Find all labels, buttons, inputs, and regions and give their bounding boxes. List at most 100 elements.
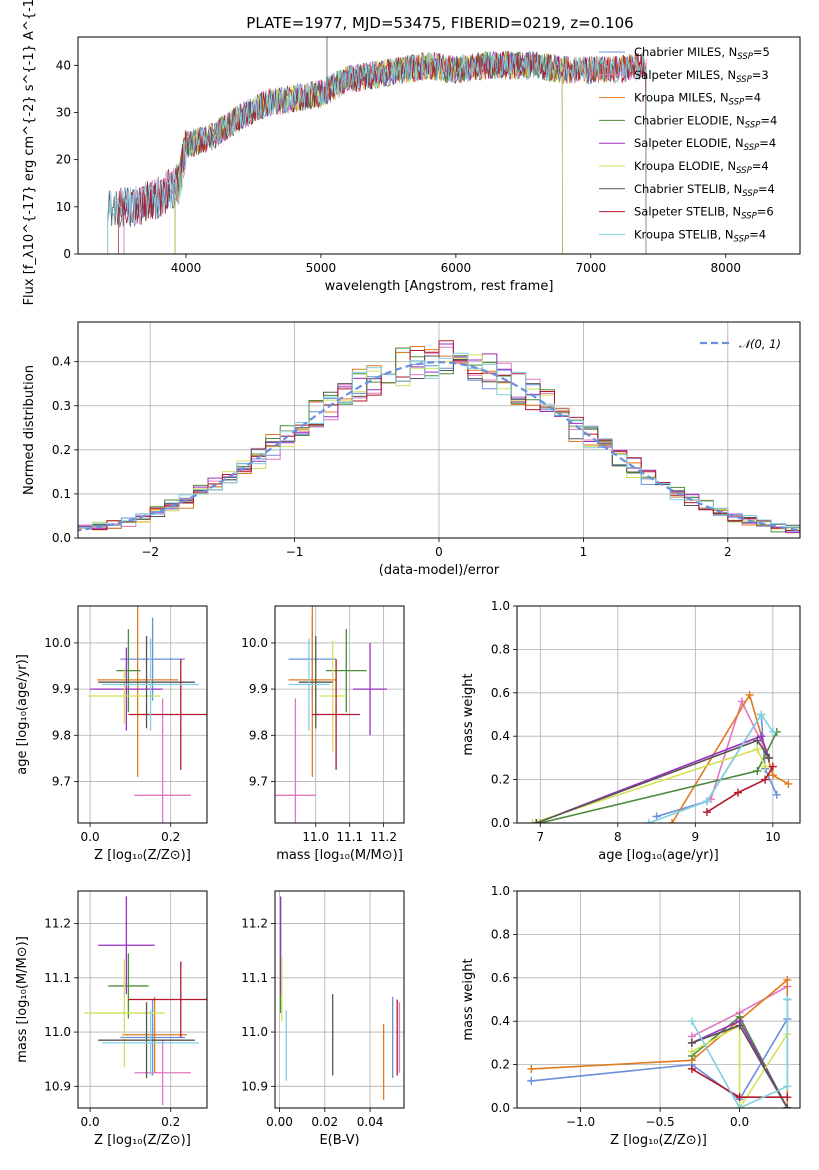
x-tick-label: 7000: [576, 261, 607, 275]
y-tick-label: 11.2: [44, 917, 71, 931]
x-axis-label: Z [log₁₀(Z/Z⊙)]: [94, 848, 191, 863]
x-tick-label: 11.0: [302, 830, 329, 844]
plot-area: [78, 340, 800, 536]
y-tick-label: 11.0: [241, 1025, 268, 1039]
weight-marker: [757, 732, 766, 741]
x-tick-label: 10: [765, 830, 780, 844]
y-tick-label: 10: [56, 200, 71, 214]
plot-area: [527, 975, 792, 1108]
weight-marker: [753, 745, 762, 754]
y-tick-label: 0.0: [491, 816, 510, 830]
x-tick-label: 7: [536, 830, 544, 844]
plot-area: [528, 690, 793, 823]
y-tick-label: 11.1: [44, 971, 71, 985]
x-tick-label: 1: [580, 545, 588, 559]
weight-marker: [764, 753, 773, 762]
x-tick-label: 0.0: [81, 830, 100, 844]
x-tick-label: 11.1: [336, 830, 363, 844]
x-tick-label: −0.5: [646, 1115, 675, 1129]
y-tick-label: 9.8: [52, 728, 71, 742]
x-tick-label: 0.0: [81, 1115, 100, 1129]
x-axis-label: wavelength [Angstrom, rest frame]: [325, 279, 554, 294]
x-tick-label: 11.2: [370, 830, 397, 844]
plot-area: [88, 606, 207, 823]
weight-marker: [527, 1076, 536, 1085]
legend-label: Kroupa STELIB, NSSP=4: [634, 227, 766, 244]
weight-line-kroupa-elodie: [691, 1024, 788, 1108]
spectrum-line-kroupa-stelib: [107, 50, 647, 254]
x-tick-label: 8000: [711, 261, 742, 275]
x-tick-label: 8: [614, 830, 622, 844]
x-tick-label: 6000: [441, 261, 472, 275]
x-axis-label: mass [log₁₀(M/M⊙)]: [276, 848, 403, 863]
y-tick-label: 0.2: [52, 443, 71, 457]
y-axis-label: mass weight: [461, 673, 476, 755]
axes-frame: [77, 605, 208, 824]
x-tick-label: 0.00: [266, 1115, 293, 1129]
weight-marker: [668, 819, 677, 823]
x-tick-label: 0.2: [161, 830, 180, 844]
x-tick-label: 4000: [171, 261, 202, 275]
y-tick-label: 11.0: [44, 1025, 71, 1039]
weight-marker: [761, 775, 770, 784]
x-tick-label: 0: [435, 545, 443, 559]
y-axis-label: Flux [f_λ10^{-17} erg cm^{-2} s^{-1} A^{…: [22, 0, 37, 305]
x-tick-label: 0.02: [311, 1115, 338, 1129]
plot-area: [107, 37, 647, 254]
y-tick-label: 9.7: [249, 774, 268, 788]
x-tick-label: −1: [286, 545, 304, 559]
weight-marker: [761, 762, 770, 771]
normal-reference-curve: [78, 360, 800, 532]
x-axis-label: Z [log₁₀(Z/Z⊙)]: [610, 1133, 707, 1148]
y-tick-label: 10.0: [241, 636, 268, 650]
spectrum-panel: 4000 5000 6000 7000 8000 0 10 20 30 40 wavelength …: [22, 0, 801, 305]
weight-marker: [735, 1093, 744, 1102]
legend-label: Salpeter STELIB, NSSP=6: [634, 205, 774, 222]
y-tick-label: 0.6: [491, 686, 510, 700]
x-tick-label: 0.04: [357, 1115, 384, 1129]
plot-area: [280, 896, 401, 1100]
weight-line-chabrier-miles: [531, 999, 789, 1101]
weight-marker: [532, 819, 541, 823]
y-tick-label: 20: [56, 153, 71, 167]
x-axis-label: age [log₁₀(age/yr)]: [598, 848, 719, 863]
weight-marker: [687, 1038, 696, 1047]
axes-frame: [274, 605, 405, 824]
y-tick-label: 0.6: [491, 971, 510, 985]
y-tick-label: 10.9: [241, 1079, 268, 1093]
plot-area: [84, 896, 207, 1106]
weight-marker: [768, 771, 777, 780]
y-tick-label: 0.8: [491, 927, 510, 941]
weight-marker: [652, 812, 661, 821]
x-tick-label: 2: [724, 545, 732, 559]
legend-label: Chabrier ELODIE, NSSP=4: [634, 113, 777, 130]
y-tick-label: 9.7: [52, 774, 71, 788]
y-tick-label: 0: [63, 247, 71, 261]
weight-marker: [735, 1021, 744, 1030]
weight-marker: [772, 790, 781, 799]
figure-title: PLATE=1977, MJD=53475, FIBERID=0219, z=0…: [246, 14, 633, 32]
histogram-salpeter-stelib: [78, 340, 800, 534]
y-tick-label: 10.0: [44, 636, 71, 650]
weight-marker: [783, 1082, 792, 1091]
mass-weight-vs-z-panel: −1.0 −0.5 0.0 0.0 0.2 0.4 0.6 0.8 1.0 Z [log₁₀(Z/…: [461, 884, 801, 1148]
legend-label: Kroupa ELODIE, NSSP=4: [634, 159, 769, 176]
weight-marker: [527, 1064, 536, 1073]
x-tick-label: −2: [141, 545, 159, 559]
x-axis-label: E(B-V): [319, 1133, 359, 1148]
weight-marker: [702, 808, 711, 817]
weight-line-chabrier-stelib: [536, 739, 770, 823]
histogram-panel: −2 −1 0 1 2 0.0 0.1 0.2 0.3 0.4 (data-model)/error…: [22, 321, 801, 578]
legend-label: Salpeter ELODIE, NSSP=4: [634, 136, 776, 153]
y-tick-label: 11.1: [241, 971, 268, 985]
weight-line-kroupa-stelib: [691, 999, 789, 1108]
axes-frame: [516, 605, 801, 824]
weight-line-kroupa-miles: [531, 978, 789, 1108]
y-tick-label: 10.9: [44, 1079, 71, 1093]
y-tick-label: 0.4: [491, 1014, 510, 1028]
spectrum-line-kroupa-miles: [174, 51, 647, 254]
axes-frame: [516, 890, 801, 1109]
legend-label: 𝒩(0, 1): [739, 337, 781, 351]
weight-marker: [737, 697, 746, 706]
